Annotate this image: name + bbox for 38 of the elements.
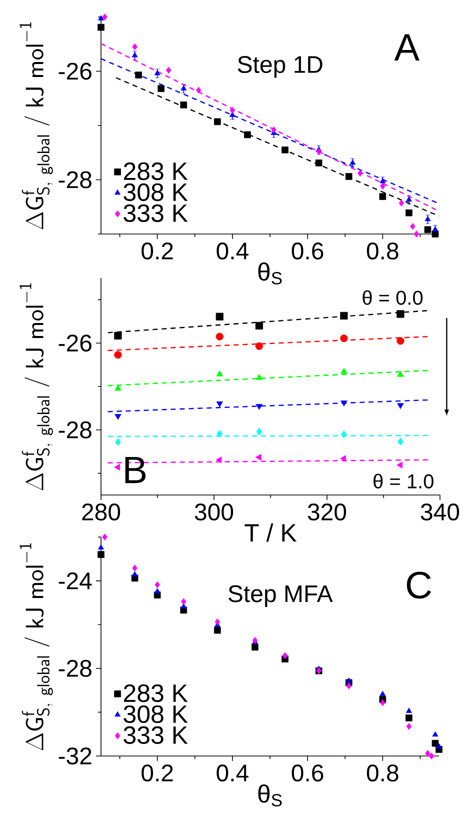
y-tick-label: -32 <box>58 748 92 764</box>
legend-label: 333 K <box>124 204 188 222</box>
x-tick-label: 340 <box>420 504 460 521</box>
annotation: Step MFA <box>228 585 333 608</box>
y-tick-label: -28 <box>58 171 92 188</box>
y-tick-label: -26 <box>58 62 92 80</box>
y-tick-label: -28 <box>58 421 92 438</box>
annotation: B <box>125 456 146 484</box>
x-tick-label: 0.6 <box>292 764 324 782</box>
x-tick-label: 0.4 <box>216 242 248 260</box>
legend-label: 308 K <box>124 183 188 202</box>
x-tick-label: 300 <box>194 504 234 521</box>
x-tick-label: 0.6 <box>292 242 324 260</box>
legend-label: 333 K <box>124 726 188 744</box>
y-tick-label: -24 <box>58 572 92 590</box>
annotation: Step 1D <box>238 56 322 78</box>
y-axis-title: $\Delta \mathsf{G}^{\mathsf{f}}_{\mathsf{S,\ global}}\ \mathsf{/\ kJ\ mol}^{\mathsf{-1}}$ <box>19 543 53 750</box>
x-axis-title: T / K <box>244 523 297 542</box>
x-tick-label: 0.8 <box>366 764 398 782</box>
annotation: θ = 1.0 <box>374 474 434 488</box>
x-tick-label: 280 <box>82 504 120 521</box>
x-axis-title: θ$_{S}$ <box>258 784 282 806</box>
y-axis-title: $\Delta \mathsf{G}^{\mathsf{f}}_{\mathsf{S,\ global}}\ \mathsf{/\ kJ\ mol}^{\mathsf{-1}}$ <box>19 283 53 490</box>
annotation: A <box>394 34 420 60</box>
x-tick-label: 0.8 <box>366 242 398 260</box>
legend-label: 283 K <box>124 162 188 180</box>
x-tick-label: 0.2 <box>142 764 173 782</box>
legend-label: 308 K <box>124 705 188 724</box>
x-tick-label: 0.2 <box>142 242 173 260</box>
y-tick-label: -28 <box>58 660 92 677</box>
y-tick-label: -26 <box>58 334 92 352</box>
annotation: θ = 0.0 <box>362 290 423 305</box>
x-axis-title: θ$_{S}$ <box>258 262 282 284</box>
y-axis-title: $\Delta \mathsf{G}^{\mathsf{f}}_{\mathsf{S,\ global}}\ \mathsf{/\ kJ\ mol}^{\mathsf{-1}}$ <box>19 22 53 230</box>
annotation: C <box>406 572 431 599</box>
x-tick-label: 320 <box>308 504 346 521</box>
legend-label: 283 K <box>124 684 188 702</box>
x-tick-label: 0.4 <box>216 764 248 782</box>
